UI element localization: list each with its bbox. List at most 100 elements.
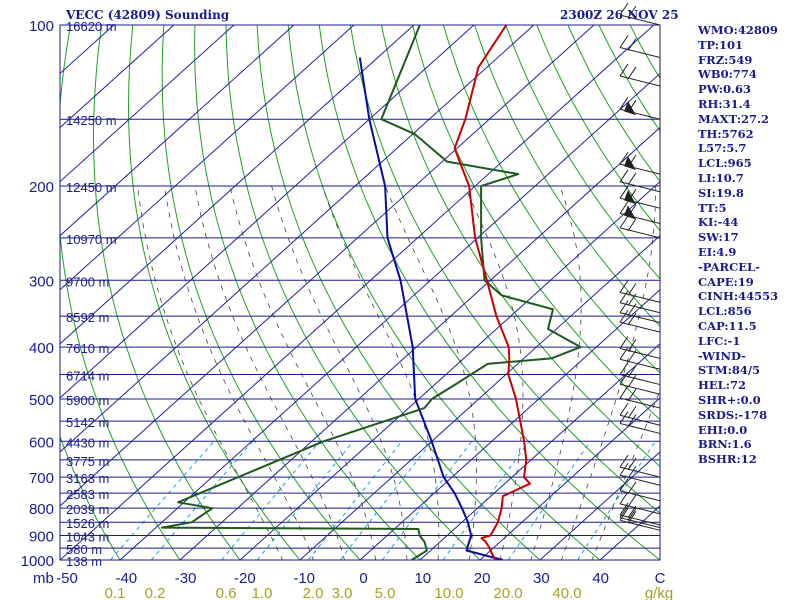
isotherm-line [60, 25, 595, 507]
wind-barb [619, 2, 661, 26]
temperature-tick-label: 20 [474, 570, 491, 587]
pressure-tick-label: 100 [29, 18, 54, 35]
temperature-tick-label: -40 [115, 570, 137, 587]
isobars [60, 24, 660, 561]
index-item: -WIND- [698, 348, 746, 363]
height-label: 3775 m [66, 454, 109, 469]
isotherm-line [60, 25, 295, 237]
sounding-time: 2300Z 26 NOV 25 [560, 8, 679, 22]
index-item: BSHR:12 [698, 452, 757, 467]
temperature-tick-label: 30 [533, 570, 550, 587]
mixing-ratio-line [150, 440, 254, 560]
dry-adiabat-line [505, 25, 660, 280]
wind-barb [619, 508, 661, 531]
wind-barb [619, 362, 661, 386]
wind-barb [619, 290, 661, 314]
temperature-tick-label: C [655, 570, 666, 587]
index-item: RH:31.4 [698, 96, 751, 111]
dry-adiabat-line [225, 25, 481, 560]
temperature-tick-label: 10 [414, 570, 431, 587]
mixing-ratio-tick-label: 1.0 [252, 585, 273, 600]
dry-adiabat-line [412, 25, 660, 421]
dry-adiabat-line [318, 25, 660, 560]
wind-pennant [624, 205, 636, 220]
mixing-ratio-tick-label: g/kg [645, 585, 673, 600]
index-item: EI:4.9 [698, 244, 737, 259]
height-label: 1043 m [66, 530, 109, 545]
plot-frame [59, 24, 661, 561]
dry-adiabat-line [60, 435, 121, 560]
wind-barb [619, 169, 661, 193]
pressure-tick-label: 200 [29, 179, 54, 196]
moist-adiabat-line [560, 186, 656, 560]
mixing-ratio-tick-label: 0.6 [216, 585, 237, 600]
isotherm-line [239, 180, 660, 560]
pressure-tick-label: 700 [29, 470, 54, 487]
wind-pennant [624, 101, 636, 116]
height-label: 14250 m [66, 113, 117, 128]
index-item: MAXT:27.2 [698, 111, 769, 126]
isotherm-line [60, 25, 655, 560]
height-label: 12450 m [66, 180, 117, 195]
height-label: 8592 m [66, 310, 109, 325]
mixing-ratio-tick-labels: 0.1 0.2 0.6 1.0 2.0 3.0 5.0 10.0 20.0 40.0 g/kg [105, 585, 674, 600]
dry-adiabats [60, 25, 660, 560]
index-item: L57:5.7 [698, 141, 747, 156]
mixing-ratio-tick-label: 10.0 [434, 585, 463, 600]
sounding-title: VECC (42809) Sounding [66, 8, 230, 22]
index-item: BRN:1.6 [698, 437, 752, 452]
moist-adiabat-line [164, 186, 314, 560]
index-item: SW:17 [698, 230, 739, 245]
index-item: LI:10.7 [698, 170, 744, 185]
moist-adiabat-line [194, 186, 345, 560]
index-item: SHR+:0.0 [698, 392, 761, 407]
mixing-ratio-line [442, 441, 530, 560]
wind-pennant [624, 190, 636, 205]
wind-barb [619, 411, 661, 434]
temperature-tick-label: -50 [56, 570, 78, 587]
temperature-tick-label: -30 [175, 570, 197, 587]
dewpoint-line [160, 25, 582, 560]
mixing-ratio-line [221, 440, 321, 560]
wind-barb [619, 35, 661, 58]
pressure-tick-label: 900 [29, 529, 54, 546]
wind-barb [619, 505, 661, 529]
wind-barb [619, 478, 661, 502]
mixing-ratio-tick-label: 0.1 [105, 585, 126, 600]
moist-adiabat-line [229, 186, 377, 560]
index-item: PW:0.63 [698, 82, 752, 97]
index-item: KI:-44 [698, 215, 739, 230]
index-item: EHI:0.0 [698, 422, 748, 437]
mixing-ratio-lines [110, 440, 656, 560]
isotherm-line [60, 25, 475, 399]
isotherm-line [479, 397, 660, 560]
index-item: CINH:44553 [698, 289, 779, 304]
index-item: TP:101 [698, 37, 744, 52]
isotherm-line [60, 25, 175, 129]
dry-adiabat-line [349, 25, 660, 514]
wind-barb [619, 300, 661, 324]
pressure-tick-label: 600 [29, 434, 54, 451]
height-label: 7610 m [66, 341, 109, 356]
mixing-ratio-line [577, 441, 656, 560]
temperature-line [453, 25, 531, 560]
wind-barb [619, 215, 661, 239]
height-label: 580 m [66, 542, 102, 557]
dry-adiabat-line [194, 25, 421, 560]
temperature-tick-label: -10 [293, 570, 315, 587]
height-label: 2583 m [66, 487, 109, 502]
isotherm-line [419, 343, 660, 560]
dry-adiabat-line [474, 25, 660, 327]
index-item: LFC:-1 [698, 333, 741, 348]
wind-barb [619, 463, 661, 486]
index-item: WB0:774 [698, 67, 757, 82]
index-item: HEL:72 [698, 378, 746, 393]
profiles [160, 25, 582, 560]
pressure-tick-label: 300 [29, 273, 54, 290]
moist-adiabat-line [591, 389, 660, 560]
wind-barb [619, 309, 661, 333]
height-label: 10970 m [66, 232, 117, 247]
isotherm-line [60, 25, 355, 291]
isotherm-line [60, 25, 235, 183]
height-label: 5900 m [66, 393, 109, 408]
